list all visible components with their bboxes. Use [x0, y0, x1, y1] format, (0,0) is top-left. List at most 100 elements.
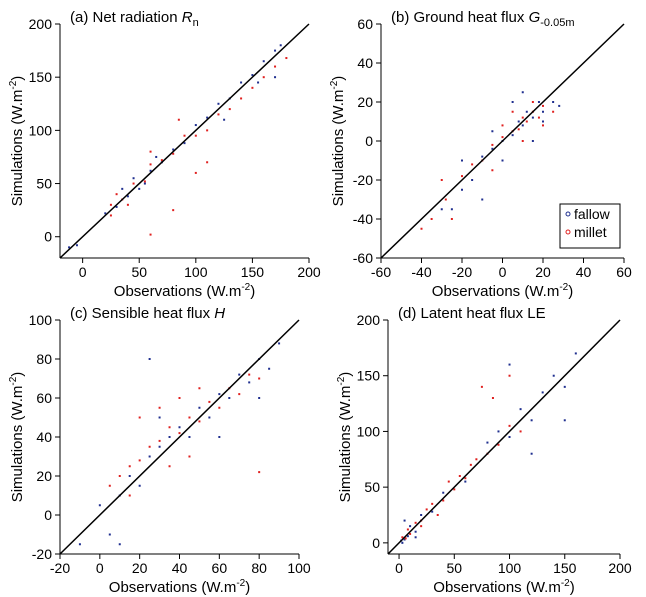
- millet-point: [285, 57, 288, 60]
- series-millet: [420, 101, 555, 230]
- fallow-point: [218, 436, 221, 438]
- x-tick-label: -20: [50, 560, 70, 576]
- fallow-point: [251, 74, 254, 77]
- y-axis-label-part: -2: [8, 376, 19, 385]
- millet-point: [172, 152, 175, 155]
- y-axis-label-part: ): [9, 372, 26, 377]
- fallow-point: [531, 140, 534, 142]
- x-axis-label-part: Observations (W.m: [109, 579, 237, 596]
- fallow-point: [258, 397, 261, 399]
- x-axis-label-part: -2: [241, 282, 250, 293]
- millet-point: [158, 406, 161, 409]
- fallow-point: [158, 416, 161, 419]
- y-tick-label: 20: [357, 94, 373, 110]
- y-tick-label: 200: [357, 312, 381, 328]
- fallow-point: [431, 510, 434, 513]
- panel-c: -20 0 20 40 60 80 100 -20 0 20 40 60 80 100 (c) Sensib…: [8, 305, 311, 596]
- y-tick-label: 50: [36, 176, 52, 192]
- millet-point: [198, 420, 201, 423]
- fallow-point: [542, 110, 544, 113]
- fallow-point: [563, 419, 566, 422]
- fallow-point: [508, 436, 511, 438]
- fallow-point: [248, 381, 251, 384]
- x-axis-label-part: ): [570, 579, 575, 596]
- millet-point: [148, 445, 151, 448]
- panel-title-subscript: -0.05m: [540, 17, 574, 29]
- fallow-point: [121, 187, 124, 190]
- y-axis-label: Simulations (W.m-2): [329, 76, 347, 207]
- legend-marker-fallow: [565, 211, 571, 217]
- millet-point: [425, 508, 428, 511]
- millet-point: [206, 129, 209, 132]
- millet-point: [430, 218, 433, 220]
- x-tick-label: -40: [411, 264, 431, 280]
- fallow-point: [461, 188, 463, 191]
- x-tick-label: 100: [184, 264, 208, 280]
- millet-point: [461, 175, 463, 178]
- legend-box: [559, 203, 621, 249]
- fallow-point: [409, 525, 412, 528]
- millet-point: [238, 393, 241, 396]
- panel-title-text: (d) Latent heat flux LE: [398, 305, 546, 322]
- y-axis-label-part: Simulations (W.m: [337, 386, 354, 503]
- x-axis-label: Observations (W.m-2): [114, 282, 255, 300]
- millet-point: [521, 116, 524, 119]
- millet-point: [537, 116, 540, 119]
- fallow-point: [440, 208, 443, 211]
- fallow-point: [218, 393, 221, 396]
- fallow-point: [132, 177, 135, 180]
- millet-point: [404, 537, 407, 540]
- y-tick-label: -40: [353, 211, 373, 227]
- one-to-one-line: [59, 319, 300, 555]
- y-axis-label-part: -2: [336, 376, 347, 385]
- x-axis-label-part: ): [568, 283, 573, 300]
- x-tick-label: 150: [241, 264, 265, 280]
- series-fallow: [68, 44, 282, 249]
- fallow-point: [414, 530, 417, 533]
- fallow-point: [531, 116, 534, 119]
- fallow-point: [172, 148, 175, 151]
- millet-point: [172, 209, 175, 212]
- y-tick-label: 0: [365, 133, 373, 149]
- x-tick-label: 40: [172, 560, 188, 576]
- fallow-point: [563, 385, 566, 388]
- x-tick-label: -20: [452, 264, 472, 280]
- fallow-point: [552, 374, 555, 377]
- millet-point: [160, 159, 163, 162]
- x-axis-label-part: ): [250, 283, 255, 300]
- millet-point: [262, 76, 265, 79]
- fallow-point: [262, 60, 265, 63]
- fallow-point: [223, 118, 226, 121]
- y-axis-label-part: ): [330, 76, 347, 81]
- millet-point: [471, 163, 474, 166]
- fallow-point: [274, 76, 277, 79]
- millet-point: [508, 374, 511, 377]
- millet-point: [208, 400, 211, 403]
- fallow-point: [128, 475, 131, 477]
- x-axis-label-part: -2: [236, 578, 245, 589]
- millet-point: [521, 140, 524, 142]
- panel-a: 0 50 100 150 200 0 50 100 150 200 (a) Net radiatio…: [8, 9, 321, 300]
- x-tick-label: 60: [616, 264, 632, 280]
- millet-point: [542, 124, 544, 127]
- legend: fallow millet: [559, 203, 621, 249]
- millet-point: [168, 465, 171, 468]
- millet-point: [240, 97, 243, 100]
- millet-point: [469, 463, 472, 466]
- fallow-point: [537, 101, 540, 103]
- y-tick-label: 0: [44, 507, 52, 523]
- series-fallow: [400, 352, 577, 544]
- fallow-point: [238, 373, 241, 376]
- millet-point: [453, 488, 456, 491]
- fallow-point: [240, 81, 243, 84]
- millet-point: [542, 104, 544, 107]
- fallow-point: [442, 491, 445, 494]
- fallow-point: [228, 397, 231, 399]
- x-tick-label: 20: [132, 560, 148, 576]
- millet-point: [531, 101, 534, 103]
- millet-point: [109, 214, 112, 217]
- fallow-point: [206, 116, 209, 119]
- x-tick-label: 200: [297, 264, 321, 280]
- y-tick-label: 200: [29, 16, 53, 32]
